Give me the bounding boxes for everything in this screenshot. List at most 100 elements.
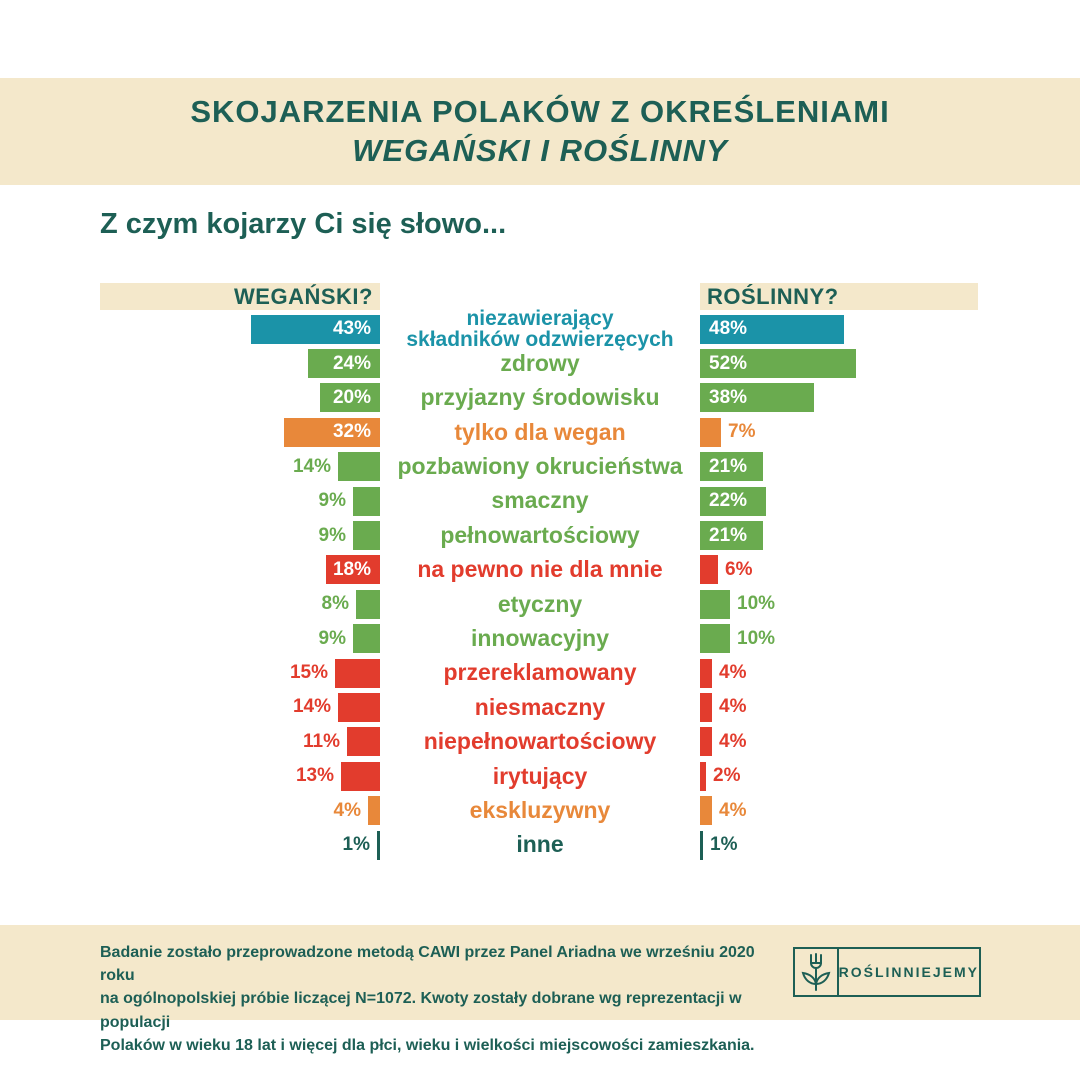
methodology-line: na ogólnopolskiej próbie liczącej N=1072… bbox=[100, 990, 742, 1031]
weganski-bar bbox=[341, 761, 380, 791]
category-label-line: innowacyjny bbox=[470, 624, 610, 651]
roslinny-bar bbox=[700, 417, 721, 447]
weganski-bar-zone: 18% bbox=[100, 553, 380, 587]
roslinny-value-label: 2% bbox=[713, 765, 741, 787]
roslinny-value-label: 22% bbox=[709, 490, 748, 512]
column-header-roslinny-label: ROŚLINNY? bbox=[707, 283, 839, 309]
weganski-value-label: 9% bbox=[318, 490, 346, 512]
category-label: innowacyjny bbox=[380, 624, 700, 651]
weganski-value-label: 15% bbox=[289, 662, 328, 684]
weganski-value-label: 14% bbox=[292, 696, 331, 718]
chart-row: 9% pełnowartościowy 21% bbox=[100, 518, 980, 552]
weganski-bar-zone: 1% bbox=[100, 828, 380, 862]
roslinny-bar-zone: 1% bbox=[700, 828, 980, 862]
category-label-line: niepełnowartościowy bbox=[423, 728, 657, 755]
category-label: przyjazny środowisku bbox=[380, 385, 700, 409]
category-label-line: niesmaczny bbox=[474, 693, 606, 720]
roslinny-value-label: 21% bbox=[709, 524, 748, 546]
weganski-value-label: 8% bbox=[321, 593, 349, 615]
roslinny-value-label: 1% bbox=[710, 834, 738, 856]
roslinny-value-label: 7% bbox=[728, 421, 756, 443]
category-label: przereklamowany bbox=[380, 660, 700, 684]
weganski-bar bbox=[377, 830, 380, 860]
roslinny-bar-zone: 4% bbox=[700, 725, 980, 759]
weganski-bar: 24% bbox=[308, 349, 380, 379]
methodology-note: Badanie zostało przeprowadzone metodą CA… bbox=[100, 941, 780, 1057]
roslinny-bar-zone: 21% bbox=[700, 450, 980, 484]
weganski-bar: 20% bbox=[320, 383, 380, 413]
roslinny-bar-zone: 48% bbox=[700, 312, 980, 346]
roslinny-bar-zone: 7% bbox=[700, 415, 980, 449]
column-header-weganski-label: WEGAŃSKI? bbox=[234, 283, 373, 309]
category-label: niepełnowartościowy bbox=[380, 728, 700, 755]
methodology-line: Polaków w wieku 18 lat i więcej dla płci… bbox=[100, 1036, 755, 1054]
weganski-bar bbox=[335, 658, 380, 688]
category-label-line: tylko dla wegan bbox=[454, 418, 626, 445]
weganski-value-label: 9% bbox=[318, 524, 346, 546]
roslinny-bar-zone: 4% bbox=[700, 656, 980, 690]
weganski-value-label: 18% bbox=[332, 558, 371, 580]
weganski-value-label: 13% bbox=[295, 765, 334, 787]
roslinny-bar-zone: 2% bbox=[700, 759, 980, 793]
roslinny-value-label: 4% bbox=[719, 696, 747, 718]
category-label: zdrowy bbox=[380, 351, 700, 375]
weganski-bar-zone: 13% bbox=[100, 759, 380, 793]
chart-row: 18% na pewno nie dla mnie 6% bbox=[100, 553, 980, 587]
weganski-value-label: 20% bbox=[332, 386, 371, 408]
weganski-bar-zone: 8% bbox=[100, 587, 380, 621]
page-title-line1: SKOJARZENIA POLAKÓW Z OKREŚLENIAMI bbox=[190, 93, 890, 129]
weganski-bar bbox=[338, 452, 380, 482]
logo-text-suffix: JEMY bbox=[932, 964, 979, 980]
roslinny-bar bbox=[700, 761, 706, 791]
weganski-bar: 32% bbox=[284, 417, 380, 447]
roslinny-bar bbox=[700, 589, 730, 619]
roslinny-value-label: 10% bbox=[737, 593, 776, 615]
fork-plant-icon bbox=[795, 949, 839, 995]
weganski-bar-zone: 43% bbox=[100, 312, 380, 346]
weganski-value-label: 1% bbox=[342, 834, 370, 856]
weganski-bar: 43% bbox=[251, 314, 380, 344]
chart-row: 32% tylko dla wegan 7% bbox=[100, 415, 980, 449]
roslinny-bar bbox=[700, 555, 718, 585]
weganski-bar: 18% bbox=[326, 555, 380, 585]
category-label: pełnowartościowy bbox=[380, 521, 700, 548]
weganski-bar-zone: 20% bbox=[100, 381, 380, 415]
roslinny-value-label: 4% bbox=[719, 662, 747, 684]
category-label: inne bbox=[380, 832, 700, 856]
roslinny-bar: 21% bbox=[700, 521, 763, 551]
weganski-value-label: 43% bbox=[332, 318, 371, 340]
weganski-value-label: 14% bbox=[292, 455, 331, 477]
roslinny-value-label: 10% bbox=[737, 627, 776, 649]
roslinny-bar bbox=[700, 658, 712, 688]
roslinny-value-label: 52% bbox=[709, 352, 748, 374]
chart-row: 4% ekskluzywny 4% bbox=[100, 793, 980, 827]
category-label-line: pełnowartościowy bbox=[440, 521, 640, 548]
diverging-bar-chart: 43% niezawierający składników odzwierzęcyc… bbox=[100, 307, 980, 862]
chart-row: 24% zdrowy 52% bbox=[100, 346, 980, 380]
category-label: smaczny bbox=[380, 488, 700, 512]
roslinny-value-label: 4% bbox=[719, 730, 747, 752]
logo-wordmark: ROŚLINNIE JEMY bbox=[839, 949, 979, 995]
category-label: tylko dla wegan bbox=[380, 418, 700, 445]
roslinny-bar bbox=[700, 796, 712, 826]
category-label: irytujący bbox=[380, 764, 700, 788]
category-label-line: pozbawiony okrucieństwa bbox=[397, 453, 683, 480]
category-label: niesmaczny bbox=[380, 693, 700, 720]
roslinny-bar: 38% bbox=[700, 383, 814, 413]
roslinny-bar-zone: 10% bbox=[700, 587, 980, 621]
roslinny-value-label: 48% bbox=[709, 318, 748, 340]
weganski-bar bbox=[338, 692, 380, 722]
weganski-value-label: 9% bbox=[318, 627, 346, 649]
logo-text-main: ROŚLINNIE bbox=[838, 964, 933, 980]
weganski-bar bbox=[356, 589, 380, 619]
chart-row: 15% przereklamowany 4% bbox=[100, 656, 980, 690]
weganski-bar bbox=[353, 624, 380, 654]
chart-row: 1% inne 1% bbox=[100, 828, 980, 862]
roslinny-bar: 22% bbox=[700, 486, 766, 516]
weganski-bar-zone: 24% bbox=[100, 346, 380, 380]
weganski-bar-zone: 9% bbox=[100, 518, 380, 552]
category-label: pozbawiony okrucieństwa bbox=[380, 453, 700, 480]
chart-row: 20% przyjazny środowisku 38% bbox=[100, 381, 980, 415]
roslinny-value-label: 6% bbox=[725, 558, 753, 580]
weganski-value-label: 32% bbox=[332, 421, 371, 443]
